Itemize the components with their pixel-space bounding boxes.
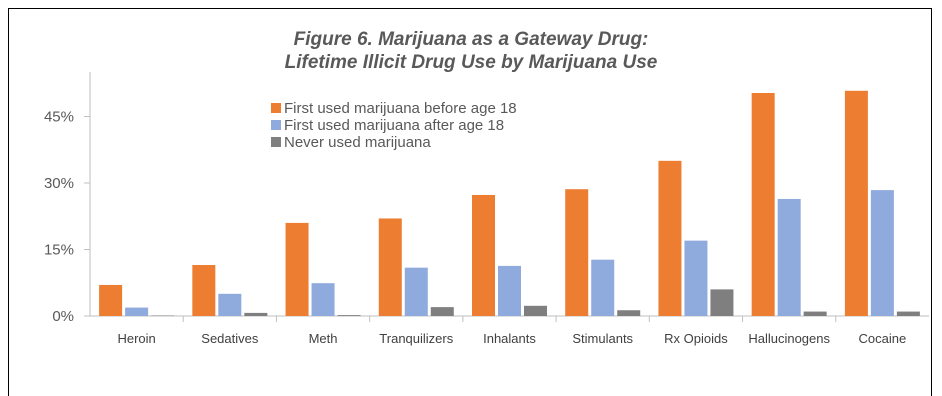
y-tick-label: 30% (44, 175, 74, 192)
x-category-label: Tranquilizers (379, 331, 453, 346)
bar (125, 307, 149, 316)
bar (684, 240, 708, 316)
y-tick-label: 15% (44, 242, 74, 259)
bar (472, 194, 495, 316)
y-tick-label: 45% (44, 109, 74, 126)
legend-swatch (271, 120, 281, 130)
bar (285, 222, 309, 316)
y-tick-label: 0% (52, 308, 74, 325)
bar (337, 315, 361, 316)
x-category-label: Meth (309, 331, 338, 346)
bar (617, 310, 641, 316)
bar (498, 265, 521, 316)
bar (311, 283, 335, 316)
bar (192, 265, 216, 316)
legend-label: First used marijuana before age 18 (284, 100, 517, 117)
legend: First used marijuana before age 18First … (271, 100, 517, 151)
bar (803, 311, 827, 316)
bar (430, 307, 454, 316)
bars (99, 90, 920, 317)
bar (244, 312, 268, 316)
bar (777, 198, 801, 316)
bar (404, 267, 428, 316)
axes: 0% 15% 30% 45% Heroin Sedatives Meth Tranquiliz… (44, 72, 929, 346)
x-category-label: Heroin (117, 331, 155, 346)
chart-frame (8, 8, 932, 396)
chart-title-line-1: Figure 6. Marijuana as a Gateway Drug: (293, 29, 649, 50)
bar (710, 289, 734, 316)
bar (870, 190, 894, 316)
bar (378, 218, 402, 316)
bar (524, 305, 547, 316)
legend-label: First used marijuana after age 18 (284, 117, 504, 134)
legend-swatch (271, 103, 281, 113)
bar (591, 259, 615, 316)
bar (565, 189, 589, 316)
chart-title-line-2: Lifetime Illicit Drug Use by Marijuana U… (284, 52, 658, 73)
legend-swatch (271, 137, 281, 147)
x-category-label: Inhalants (483, 331, 536, 346)
bar (751, 93, 775, 317)
bar (658, 160, 682, 316)
legend-label: Never used marijuana (284, 134, 431, 151)
x-category-label: Sedatives (201, 331, 259, 346)
bar (218, 293, 242, 316)
bar (844, 90, 868, 316)
bar (151, 315, 175, 316)
bar (896, 311, 920, 316)
x-category-label: Rx Opioids (664, 331, 728, 346)
x-category-label: Stimulants (572, 331, 633, 346)
bar (99, 284, 123, 316)
x-category-label: Hallucinogens (748, 331, 830, 346)
x-category-label: Cocaine (859, 331, 907, 346)
